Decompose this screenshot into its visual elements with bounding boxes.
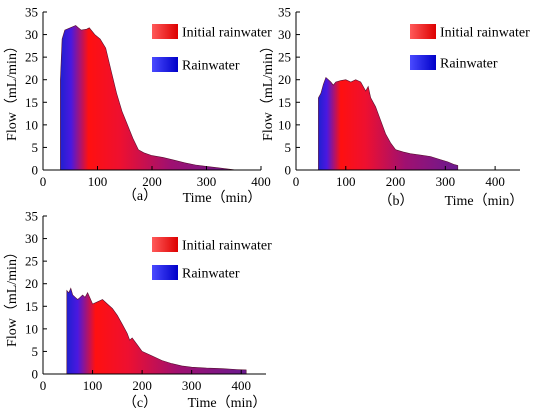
y-tick-label: 5 [285, 140, 292, 155]
x-tick-label: 300 [197, 174, 217, 189]
legend-swatch [152, 24, 178, 39]
y-tick-label: 15 [25, 95, 38, 110]
legend-label: Initial rainwater [182, 239, 272, 254]
flow-area [66, 287, 247, 375]
legend-swatch [410, 55, 436, 70]
chart-panel-2: 0 100 200 300 400 0 5 10 15 20 25 30 35 Flow（mL/min） （… [260, 5, 530, 210]
legend-label: Initial rainwater [182, 26, 272, 41]
y-tick-label: 35 [278, 5, 291, 20]
y-axis-label: Flow（mL/min） [4, 245, 20, 347]
y-tick-label: 25 [25, 50, 38, 65]
legend-swatch [152, 57, 178, 72]
y-tick-label: 15 [25, 299, 38, 314]
x-tick-label: 200 [132, 378, 152, 393]
x-axis-label: Time（min） [445, 193, 524, 209]
y-tick-label: 35 [25, 5, 38, 20]
legend-label: Rainwater [182, 59, 240, 74]
x-tick-label: 300 [436, 174, 456, 189]
x-axis-label: Time（min） [188, 395, 267, 411]
y-axis-label: Flow（mL/min） [260, 39, 276, 141]
legend: Initial rainwater Rainwater [410, 24, 530, 72]
y-tick-label: 30 [278, 27, 291, 42]
legend-swatch [152, 237, 178, 252]
y-tick-label: 20 [25, 276, 38, 291]
x-tick-label: 0 [40, 174, 47, 189]
legend-label: Initial rainwater [440, 26, 530, 41]
y-tick-label: 10 [278, 117, 291, 132]
y-tick-label: 0 [285, 163, 292, 178]
x-axis-label: Time（min） [183, 190, 262, 206]
flow-area [60, 25, 237, 171]
y-tick-label: 15 [278, 95, 291, 110]
panel-label: （c） [123, 395, 157, 411]
y-tick-label: 20 [278, 72, 291, 87]
x-tick-label: 300 [182, 378, 202, 393]
chart-panel-1: 0 100 200 300 400 0 5 10 15 20 25 30 35 Flow（mL/min） （… [4, 5, 272, 207]
legend-label: Rainwater [182, 267, 240, 282]
panel-label: （a） [123, 188, 157, 204]
legend-swatch [152, 265, 178, 280]
legend-swatch [410, 24, 436, 39]
x-tick-label: 0 [40, 378, 47, 393]
y-tick-label: 25 [278, 50, 291, 65]
chart-panel-3: 0 100 200 300 400 0 5 10 15 20 25 30 35 Flow（mL/min） （… [4, 209, 272, 412]
x-tick-label: 400 [251, 174, 271, 189]
y-tick-label: 25 [25, 254, 38, 269]
x-tick-label: 400 [231, 378, 251, 393]
y-tick-label: 0 [32, 163, 39, 178]
y-tick-label: 30 [25, 231, 38, 246]
y-tick-label: 10 [25, 117, 38, 132]
y-tick-label: 5 [32, 344, 39, 359]
x-tick-label: 400 [485, 174, 505, 189]
y-tick-label: 20 [25, 72, 38, 87]
legend: Initial rainwater Rainwater [152, 24, 272, 74]
x-tick-label: 100 [83, 378, 103, 393]
x-tick-label: 100 [88, 174, 108, 189]
x-tick-label: 0 [293, 174, 300, 189]
flow-area [318, 76, 459, 171]
x-tick-label: 100 [336, 174, 356, 189]
panel-label: （b） [379, 193, 414, 209]
y-tick-label: 5 [32, 140, 39, 155]
x-tick-label: 200 [386, 174, 406, 189]
legend: Initial rainwater Rainwater [152, 237, 272, 282]
y-tick-label: 0 [32, 367, 39, 382]
legend-label: Rainwater [440, 57, 498, 72]
y-tick-label: 10 [25, 321, 38, 336]
x-tick-label: 200 [142, 174, 162, 189]
y-tick-label: 30 [25, 27, 38, 42]
y-axis-label: Flow（mL/min） [4, 39, 20, 141]
y-tick-label: 35 [25, 209, 38, 224]
